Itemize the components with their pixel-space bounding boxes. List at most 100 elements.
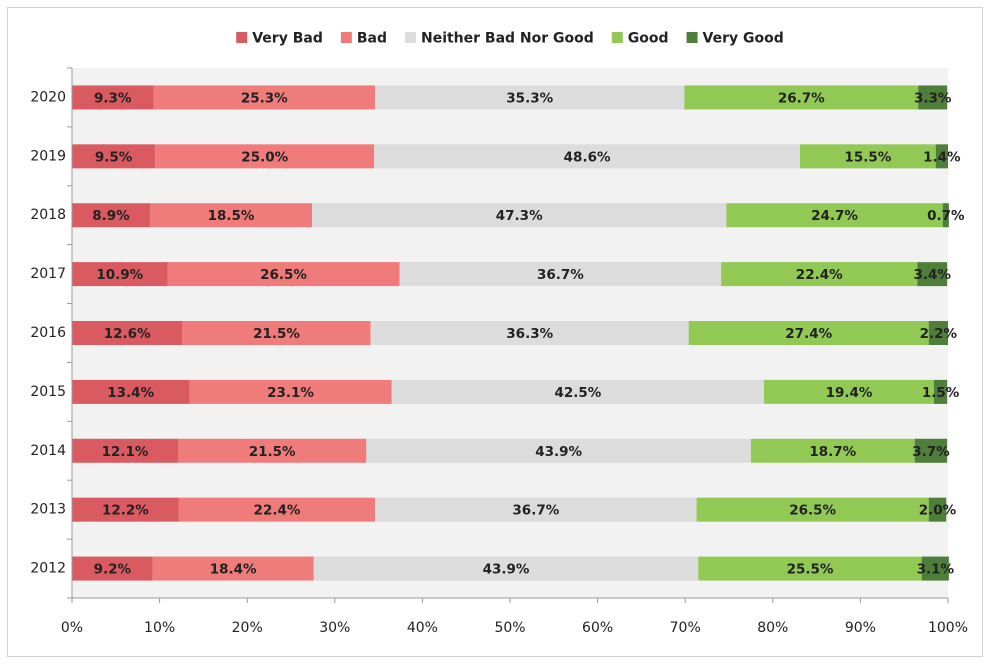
data-label: 8.9% <box>92 208 130 224</box>
data-label: 21.5% <box>253 326 300 342</box>
bar-segment <box>721 262 918 287</box>
data-label: 47.3% <box>496 208 543 224</box>
bar-segment <box>391 379 765 404</box>
data-label: 10.9% <box>96 267 143 283</box>
x-tick-label: 10% <box>144 620 175 636</box>
data-label: 25.3% <box>241 90 288 106</box>
data-label: 3.7% <box>912 444 950 460</box>
data-label: 23.1% <box>267 385 314 401</box>
data-label: 42.5% <box>554 385 601 401</box>
data-label: 27.4% <box>785 326 832 342</box>
bar-segment <box>155 144 375 169</box>
data-label: 1.4% <box>923 149 961 165</box>
data-label: 18.5% <box>208 208 255 224</box>
x-tick-label: 60% <box>582 620 613 636</box>
x-tick-label: 80% <box>757 620 788 636</box>
bar-segment <box>688 321 929 345</box>
legend-label: Good <box>628 31 669 47</box>
bar-segment <box>750 438 915 463</box>
data-label: 3.1% <box>917 562 955 578</box>
data-label: 3.4% <box>914 267 952 283</box>
data-label: 9.3% <box>94 90 132 106</box>
data-label: 25.0% <box>241 149 288 165</box>
y-tick-label: 2020 <box>30 89 66 105</box>
y-tick-label: 2014 <box>30 443 66 459</box>
bar-segment <box>72 438 178 463</box>
legend-swatch <box>340 32 352 43</box>
x-tick-label: 30% <box>319 620 350 636</box>
bar-segment <box>178 497 376 522</box>
data-label: 26.5% <box>789 503 836 519</box>
data-label: 43.9% <box>535 444 582 460</box>
bar-segment <box>72 497 179 522</box>
bar-segment <box>177 438 367 463</box>
data-label: 3.3% <box>914 90 952 106</box>
bar-segment <box>72 144 156 169</box>
data-label: 9.2% <box>94 562 132 578</box>
bar-segment <box>374 144 800 169</box>
data-label: 18.4% <box>210 562 257 578</box>
data-label: 36.7% <box>512 503 559 519</box>
legend-swatch <box>611 32 623 43</box>
y-tick-label: 2012 <box>30 561 66 577</box>
data-label: 15.5% <box>844 149 891 165</box>
legend-label: Neither Bad Nor Good <box>421 31 594 47</box>
y-tick-label: 2017 <box>30 266 66 282</box>
bar-segment <box>698 556 922 581</box>
bar-segment <box>696 497 929 522</box>
bar-segment <box>918 85 948 110</box>
bar-segment <box>72 203 150 228</box>
y-tick-label: 2016 <box>30 325 66 341</box>
data-label: 22.4% <box>254 503 301 519</box>
legend-label: Bad <box>357 31 387 47</box>
data-label: 0.7% <box>927 208 965 224</box>
bar-segment <box>167 262 400 287</box>
legend: Very Bad Bad Neither Bad Nor Good Good Very … <box>236 31 784 47</box>
data-label: 19.4% <box>826 385 873 401</box>
legend-swatch <box>686 32 698 43</box>
data-label: 2.0% <box>919 503 957 519</box>
legend-label: Very Bad <box>252 31 323 47</box>
data-label: 18.7% <box>809 444 856 460</box>
bar-segment <box>72 262 168 287</box>
bar-segment <box>399 262 722 287</box>
x-tick-label: 40% <box>407 620 438 636</box>
bar-segment <box>375 497 697 522</box>
bar-segment <box>935 144 948 169</box>
x-tick-label: 70% <box>670 620 701 636</box>
bar-segment <box>72 321 183 345</box>
data-label: 12.2% <box>102 503 149 519</box>
bar-segment <box>149 203 313 228</box>
bar-segment <box>152 556 314 581</box>
data-label: 48.6% <box>564 149 611 165</box>
bar-segment <box>153 85 376 110</box>
bar-segment <box>370 321 689 345</box>
bar-segment <box>189 379 392 404</box>
data-label: 36.7% <box>537 267 584 283</box>
bar-segment <box>914 438 948 463</box>
bar-segment <box>726 203 943 228</box>
x-tick-label: 20% <box>232 620 263 636</box>
bar-segment <box>313 556 699 581</box>
legend-swatch <box>236 32 248 43</box>
legend-swatch <box>404 32 416 43</box>
data-label: 25.5% <box>787 562 834 578</box>
bar-segment <box>72 85 154 110</box>
data-label: 22.4% <box>796 267 843 283</box>
bar-segment <box>684 85 919 110</box>
bar-segment <box>366 438 751 463</box>
bar-segment <box>942 203 949 228</box>
bar-segment <box>933 379 948 404</box>
bar-segment <box>72 556 153 581</box>
bar-segment <box>928 497 947 522</box>
bar-segment <box>764 379 934 404</box>
bar-segment <box>182 321 371 345</box>
x-tick-label: 90% <box>845 620 876 636</box>
bar-segment <box>799 144 936 169</box>
data-label: 2.2% <box>920 326 958 342</box>
x-tick-label: 100% <box>928 620 968 636</box>
data-label: 12.1% <box>102 444 149 460</box>
data-label: 21.5% <box>249 444 296 460</box>
legend-label: Very Good <box>703 31 784 47</box>
y-tick-label: 2018 <box>30 207 66 223</box>
